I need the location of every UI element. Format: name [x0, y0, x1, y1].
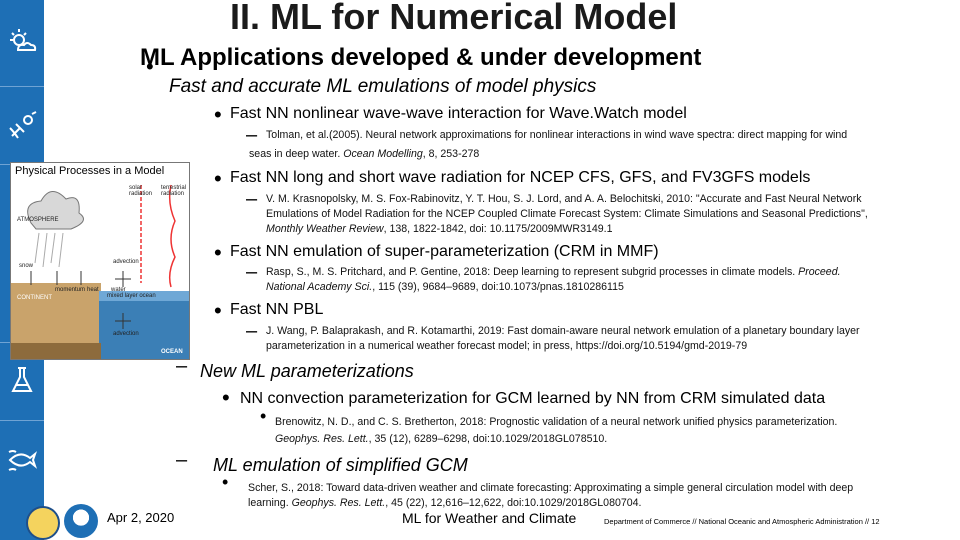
simplified-heading: ML emulation of simplified GCM: [213, 455, 468, 475]
footer-date: Apr 2, 2020: [107, 510, 175, 525]
figure-label: advection: [113, 259, 139, 265]
bullet-dot: •: [214, 166, 222, 191]
reference-text: V. M. Krasnopolsky, M. S. Fox-Rabinovitz…: [266, 193, 868, 235]
bullet-dot: •: [222, 385, 230, 410]
item-heading: Fast NN emulation of super-parameterizat…: [230, 243, 659, 260]
figure-label: advection: [113, 331, 139, 337]
figure-label: snow: [19, 263, 34, 269]
item-heading: Fast NN PBL: [230, 301, 324, 318]
figure-label: mixed layer ocean: [107, 293, 156, 299]
sidebar-divider: [0, 420, 44, 421]
reference-text: Tolman, et al.(2005). Neural network app…: [266, 129, 848, 141]
sidebar-divider: [0, 86, 44, 87]
flask-icon: [11, 367, 33, 392]
figure-label: momentum: [55, 287, 86, 293]
figure-title: Physical Processes in a Model: [15, 165, 165, 177]
dash-marker: –: [176, 355, 188, 377]
bullet-dot: •: [146, 54, 154, 79]
fish-icon: [8, 450, 38, 471]
reference-text: Scher, S., 2018: Toward data-driven weat…: [248, 482, 854, 509]
bullet-dot: •: [222, 472, 229, 492]
new-ml-sub: NN convection parameterization for GCM l…: [240, 390, 826, 407]
slide-subtitle: ML Applications developed & under develo…: [140, 44, 702, 71]
bullet-dot: •: [260, 406, 267, 426]
item-heading: Fast NN nonlinear wave-wave interaction …: [230, 105, 687, 122]
physical-processes-figure: Physical Processes in a Model ATMOSPHERE…: [10, 162, 190, 360]
sun-cloud-icon: [10, 29, 37, 51]
bullet-dot: •: [214, 102, 222, 127]
footer-center: ML for Weather and Climate: [402, 510, 577, 526]
satellite-icon: [9, 111, 37, 139]
slide-title: II. ML for Numerical Model: [230, 0, 678, 37]
item-heading: Fast NN long and short wave radiation fo…: [230, 169, 811, 186]
dash-marker: –: [246, 188, 258, 210]
reference-text: seas in deep water. Ocean Modelling, 8, …: [249, 148, 480, 160]
figure-illustration: [11, 184, 189, 359]
figure-label: heat: [87, 287, 99, 293]
level1-heading: Fast and accurate ML emulations of model…: [169, 76, 597, 97]
new-ml-heading: New ML parameterizations: [200, 361, 414, 381]
reference-text: Brenowitz, N. D., and C. S. Bretherton, …: [275, 416, 838, 445]
dash-marker: –: [246, 320, 258, 342]
reference-text: J. Wang, P. Balaprakash, and R. Kotamart…: [266, 325, 860, 352]
figure-label: OCEAN: [161, 349, 183, 355]
figure-label: water: [111, 287, 126, 293]
bullet-dot: •: [214, 240, 222, 265]
reference-text: Rasp, S., M. S. Pritchard, and P. Gentin…: [266, 266, 841, 293]
commerce-seal-logo: [26, 506, 60, 540]
dash-marker: –: [246, 261, 258, 283]
dash-marker: –: [176, 449, 188, 471]
figure-label: CONTINENT: [17, 295, 52, 301]
noaa-logo: [64, 504, 98, 538]
dash-marker: –: [246, 124, 258, 146]
footer-right: Department of Commerce // National Ocean…: [604, 517, 880, 526]
bullet-dot: •: [214, 298, 222, 323]
figure-label: solar radiation: [129, 185, 153, 197]
figure-label: ATMOSPHERE: [17, 217, 59, 223]
figure-label: terrestrial radiation: [161, 185, 187, 197]
